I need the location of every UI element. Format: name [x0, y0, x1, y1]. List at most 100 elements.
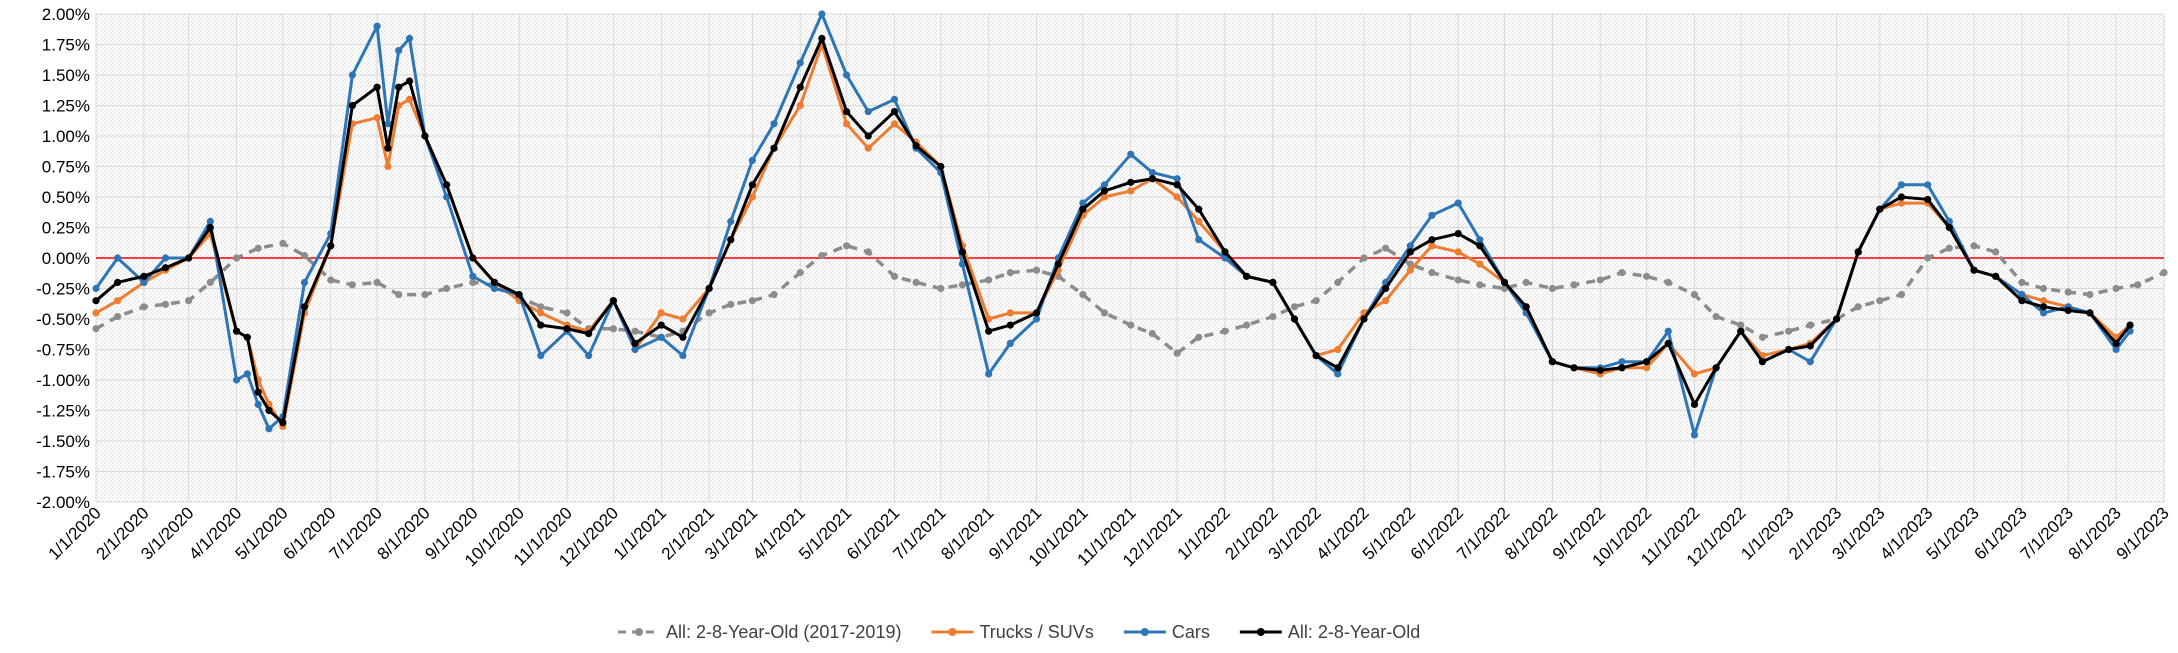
data-point: [1079, 291, 1087, 299]
data-point: [1127, 178, 1135, 186]
data-point: [140, 272, 148, 280]
data-point: [1127, 150, 1135, 158]
data-point: [937, 162, 945, 171]
legend: All: 2-8-Year-Old (2017-2019) Trucks / SU…: [618, 622, 1420, 642]
data-point: [1382, 297, 1390, 305]
data-point: [1476, 260, 1484, 268]
y-tick-label: -1.25%: [36, 402, 90, 421]
data-point: [748, 297, 756, 305]
series-0: [92, 239, 2168, 357]
y-tick-label: 0.00%: [42, 249, 90, 268]
data-point: [1221, 327, 1229, 335]
data-point: [1382, 244, 1390, 252]
data-point: [2018, 278, 2026, 286]
data-point: [327, 276, 335, 284]
data-point: [114, 278, 122, 286]
data-point: [890, 120, 899, 128]
data-point: [679, 352, 687, 360]
data-point: [1970, 266, 1978, 274]
data-point: [1785, 327, 1793, 335]
data-point: [770, 144, 778, 152]
data-point: [232, 327, 241, 335]
data-point: [727, 217, 735, 225]
data-point: [1596, 276, 1604, 284]
data-point: [1100, 193, 1109, 201]
data-point: [958, 260, 967, 268]
data-point: [92, 297, 100, 305]
data-point: [2039, 284, 2048, 293]
data-point: [1897, 291, 1906, 299]
data-point: [1406, 266, 1414, 274]
data-point: [373, 114, 381, 122]
data-point: [1924, 195, 1932, 204]
data-point: [1876, 297, 1884, 305]
y-tick-label: 0.75%: [42, 158, 90, 177]
data-point: [395, 291, 403, 299]
data-point: [1173, 175, 1181, 183]
data-point: [2086, 291, 2094, 299]
data-point: [1334, 364, 1342, 372]
data-point: [818, 10, 826, 18]
legend-item: Trucks / SUVs: [931, 622, 1094, 642]
data-point: [1664, 339, 1672, 347]
data-point: [114, 297, 122, 305]
data-point: [2064, 306, 2072, 315]
data-point: [1032, 309, 1041, 317]
data-point: [1269, 278, 1277, 286]
data-point: [254, 388, 262, 396]
data-point: [1737, 321, 1745, 329]
data-point: [1712, 364, 1720, 372]
data-point: [1454, 199, 1462, 207]
data-point: [1406, 248, 1414, 256]
data-point: [1806, 321, 1814, 329]
data-point: [515, 291, 523, 299]
data-point: [1690, 370, 1699, 378]
data-point: [490, 278, 499, 286]
data-point: [1758, 358, 1767, 366]
data-point: [92, 284, 100, 293]
y-tick-label: 1.25%: [42, 97, 90, 116]
y-tick-label: -0.75%: [36, 341, 90, 360]
data-point: [537, 303, 545, 311]
data-point: [912, 278, 920, 286]
data-point: [864, 132, 872, 140]
data-point: [985, 327, 993, 335]
data-point: [609, 325, 617, 333]
legend-marker: [948, 628, 957, 636]
y-tick-label: -0.25%: [36, 280, 90, 299]
data-point: [300, 303, 309, 311]
data-point: [1476, 236, 1484, 244]
data-point: [705, 284, 713, 293]
data-point: [1643, 272, 1651, 280]
legend-item: All: 2-8-Year-Old (2017-2019): [618, 622, 901, 642]
data-point: [1690, 291, 1699, 299]
data-point: [864, 108, 872, 116]
data-point: [1127, 321, 1135, 329]
data-point: [1100, 181, 1109, 189]
data-point: [185, 297, 193, 305]
data-point: [843, 71, 851, 79]
data-point: [327, 242, 335, 250]
data-point: [1428, 211, 1436, 219]
series: [92, 10, 2168, 439]
data-point: [442, 181, 451, 189]
data-point: [1454, 230, 1462, 238]
data-point: [1570, 364, 1578, 372]
data-point: [114, 312, 122, 321]
data-point: [405, 77, 414, 85]
data-point: [985, 370, 993, 378]
legend-item: Cars: [1123, 622, 1210, 642]
data-point: [1079, 205, 1087, 213]
data-point: [843, 120, 851, 128]
data-point: [1148, 169, 1156, 177]
x-axis: 1/1/20202/1/20203/1/20204/1/20205/1/2020…: [45, 503, 2173, 570]
data-point: [1032, 266, 1041, 274]
data-point: [232, 376, 241, 384]
data-point: [114, 254, 122, 262]
x-tick-label: 9/1/2023: [2113, 503, 2173, 563]
data-point: [537, 309, 545, 317]
data-point: [2134, 281, 2142, 289]
data-point: [1100, 309, 1109, 317]
data-point: [818, 34, 826, 43]
